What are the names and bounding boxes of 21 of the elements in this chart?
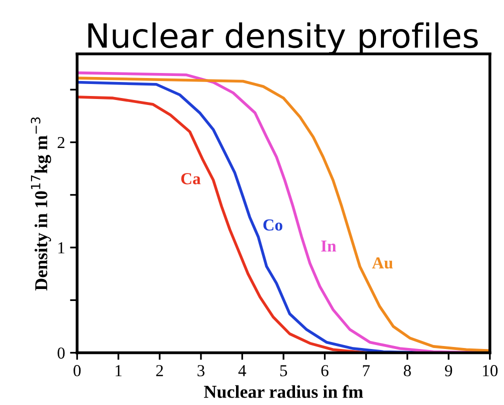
series-label: Co bbox=[263, 219, 282, 231]
x-tick-label: 6 bbox=[321, 365, 328, 376]
x-tick-label: 2 bbox=[156, 365, 163, 376]
x-tick-label: 0 bbox=[74, 365, 81, 376]
x-tick-label: 10 bbox=[483, 365, 498, 376]
x-tick-label: 5 bbox=[280, 365, 288, 376]
series-label: In bbox=[321, 240, 336, 252]
x-tick-label: 9 bbox=[444, 365, 452, 376]
y-tick-label: 2 bbox=[58, 137, 64, 148]
y-tick-label: 1 bbox=[58, 242, 64, 254]
x-axis-title: Nuclear radius in fm bbox=[204, 385, 364, 398]
chart-title: Nuclear density profiles bbox=[88, 22, 478, 55]
y-tick-label: 0 bbox=[58, 347, 65, 359]
series-label: Ca bbox=[181, 173, 201, 184]
x-tick-label: 1 bbox=[116, 365, 122, 376]
x-tick-label: 4 bbox=[238, 365, 246, 376]
y-axis-title: Density in 10$^{17}$kg m$^{−3}$ bbox=[30, 117, 52, 291]
x-tick-label: 7 bbox=[362, 365, 370, 376]
x-tick-label: 8 bbox=[404, 365, 411, 376]
x-tick-label: 3 bbox=[198, 365, 204, 376]
series-label: Au bbox=[372, 257, 393, 269]
